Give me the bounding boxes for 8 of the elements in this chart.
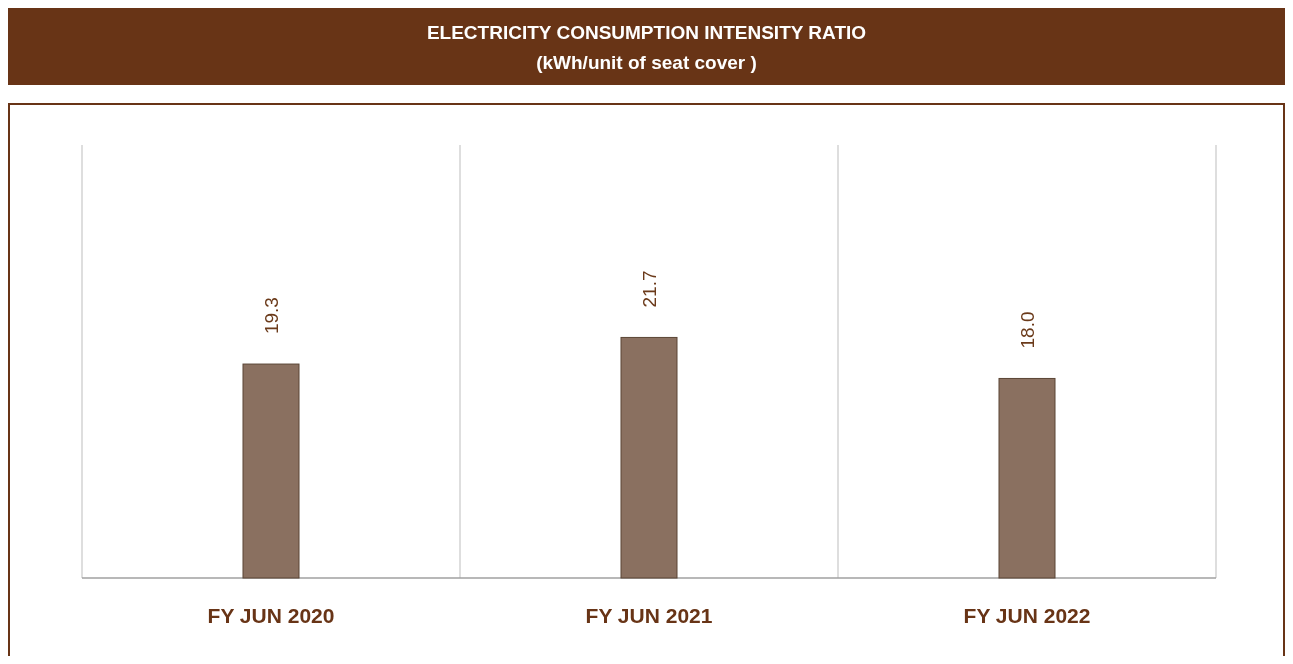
x-tick-label: FY JUN 2021 <box>585 604 713 627</box>
data-label: 18.0 <box>1017 311 1038 349</box>
x-tick-label: FY JUN 2022 <box>963 604 1091 627</box>
x-tick-label: FY JUN 2020 <box>207 604 335 627</box>
data-label: 19.3 <box>261 297 282 335</box>
chart-title: ELECTRICITY CONSUMPTION INTENSITY RATIO <box>426 22 867 43</box>
chart-subtitle: (kWh/unit of seat cover ) <box>536 52 757 73</box>
data-label: 21.7 <box>639 270 660 308</box>
